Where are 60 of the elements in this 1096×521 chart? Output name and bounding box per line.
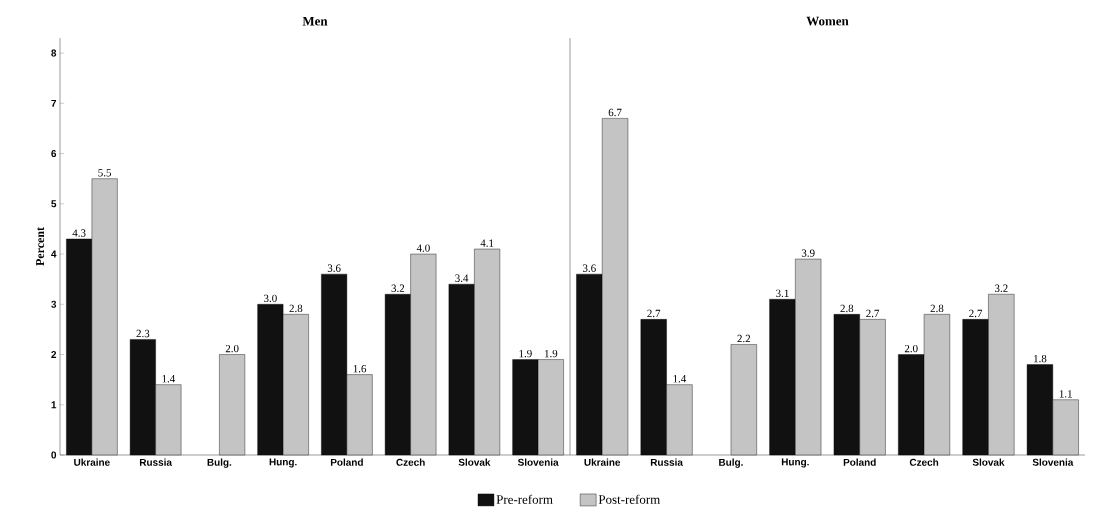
x-tick-label: Poland [330, 458, 363, 466]
data-label: 2.0 [225, 344, 239, 353]
x-tick-label: Bulg. [207, 458, 232, 468]
x-tick-label: Bulg. [719, 458, 743, 468]
data-label: 3.4 [455, 274, 469, 282]
data-label: 3.2 [995, 284, 1008, 293]
data-label: 2.8 [840, 304, 854, 313]
data-label: 1.6 [353, 365, 367, 373]
data-label: 2.8 [930, 304, 944, 313]
chart-title: Women [806, 16, 849, 26]
y-tick-label: 4 [51, 250, 57, 258]
data-label: 5.5 [98, 169, 112, 177]
data-label: 2.8 [289, 304, 303, 313]
data-label: 1.4 [162, 375, 176, 383]
data-label: 2.3 [136, 329, 150, 338]
data-label: 3.6 [583, 264, 596, 272]
y-tick-label: 6 [51, 150, 57, 158]
data-label: 1.9 [519, 349, 532, 358]
data-label: 2.0 [904, 344, 918, 353]
data-label: 4.3 [72, 229, 86, 237]
y-tick-label: 2 [51, 351, 57, 358]
x-tick-label: Hung. [781, 458, 809, 468]
data-label: 1.9 [544, 349, 558, 358]
data-label: 3.2 [391, 284, 405, 293]
x-tick-label: Slovak [972, 458, 1005, 466]
x-tick-label: Hung. [269, 458, 297, 468]
data-label: 2.2 [737, 334, 751, 343]
x-tick-label: Ukraine [584, 458, 621, 466]
x-tick-label: Czech [396, 458, 425, 466]
x-tick-label: Poland [843, 458, 876, 466]
data-label: 3.6 [327, 264, 341, 272]
y-tick-label: 0 [51, 451, 57, 459]
y-axis-title: Percent [36, 227, 45, 266]
x-tick-label: Russia [139, 458, 173, 466]
legend-label: Post-reform [598, 494, 661, 504]
legend-label: Pre-reform [496, 494, 553, 504]
y-tick-label: 5 [51, 200, 57, 208]
x-tick-label: Czech [909, 458, 939, 466]
data-label: 1.1 [1059, 390, 1072, 398]
data-label: 2.7 [647, 309, 661, 318]
y-tick-label: 1 [51, 401, 57, 409]
x-tick-label: Slovak [458, 458, 491, 466]
x-tick-label: Slovenia [517, 458, 559, 466]
data-label: 4.0 [416, 244, 430, 252]
y-tick-label: 3 [51, 300, 57, 308]
x-tick-label: Slovenia [1032, 458, 1074, 466]
data-label: 3.0 [264, 294, 277, 303]
data-label: 4.1 [480, 239, 494, 247]
x-tick-label: Ukraine [74, 458, 110, 466]
y-tick-label: 7 [51, 99, 57, 107]
data-label: 3.1 [776, 289, 789, 298]
data-label: 3.9 [801, 249, 815, 257]
data-label: 1.8 [1034, 354, 1047, 363]
data-label: 2.7 [969, 309, 983, 318]
data-label: 6.7 [608, 108, 622, 117]
data-label: 2.7 [866, 309, 880, 318]
chart-title: Men [302, 16, 328, 26]
data-label: 1.4 [673, 375, 687, 383]
x-tick-label: Russia [650, 458, 683, 466]
y-tick-label: 8 [51, 49, 57, 57]
